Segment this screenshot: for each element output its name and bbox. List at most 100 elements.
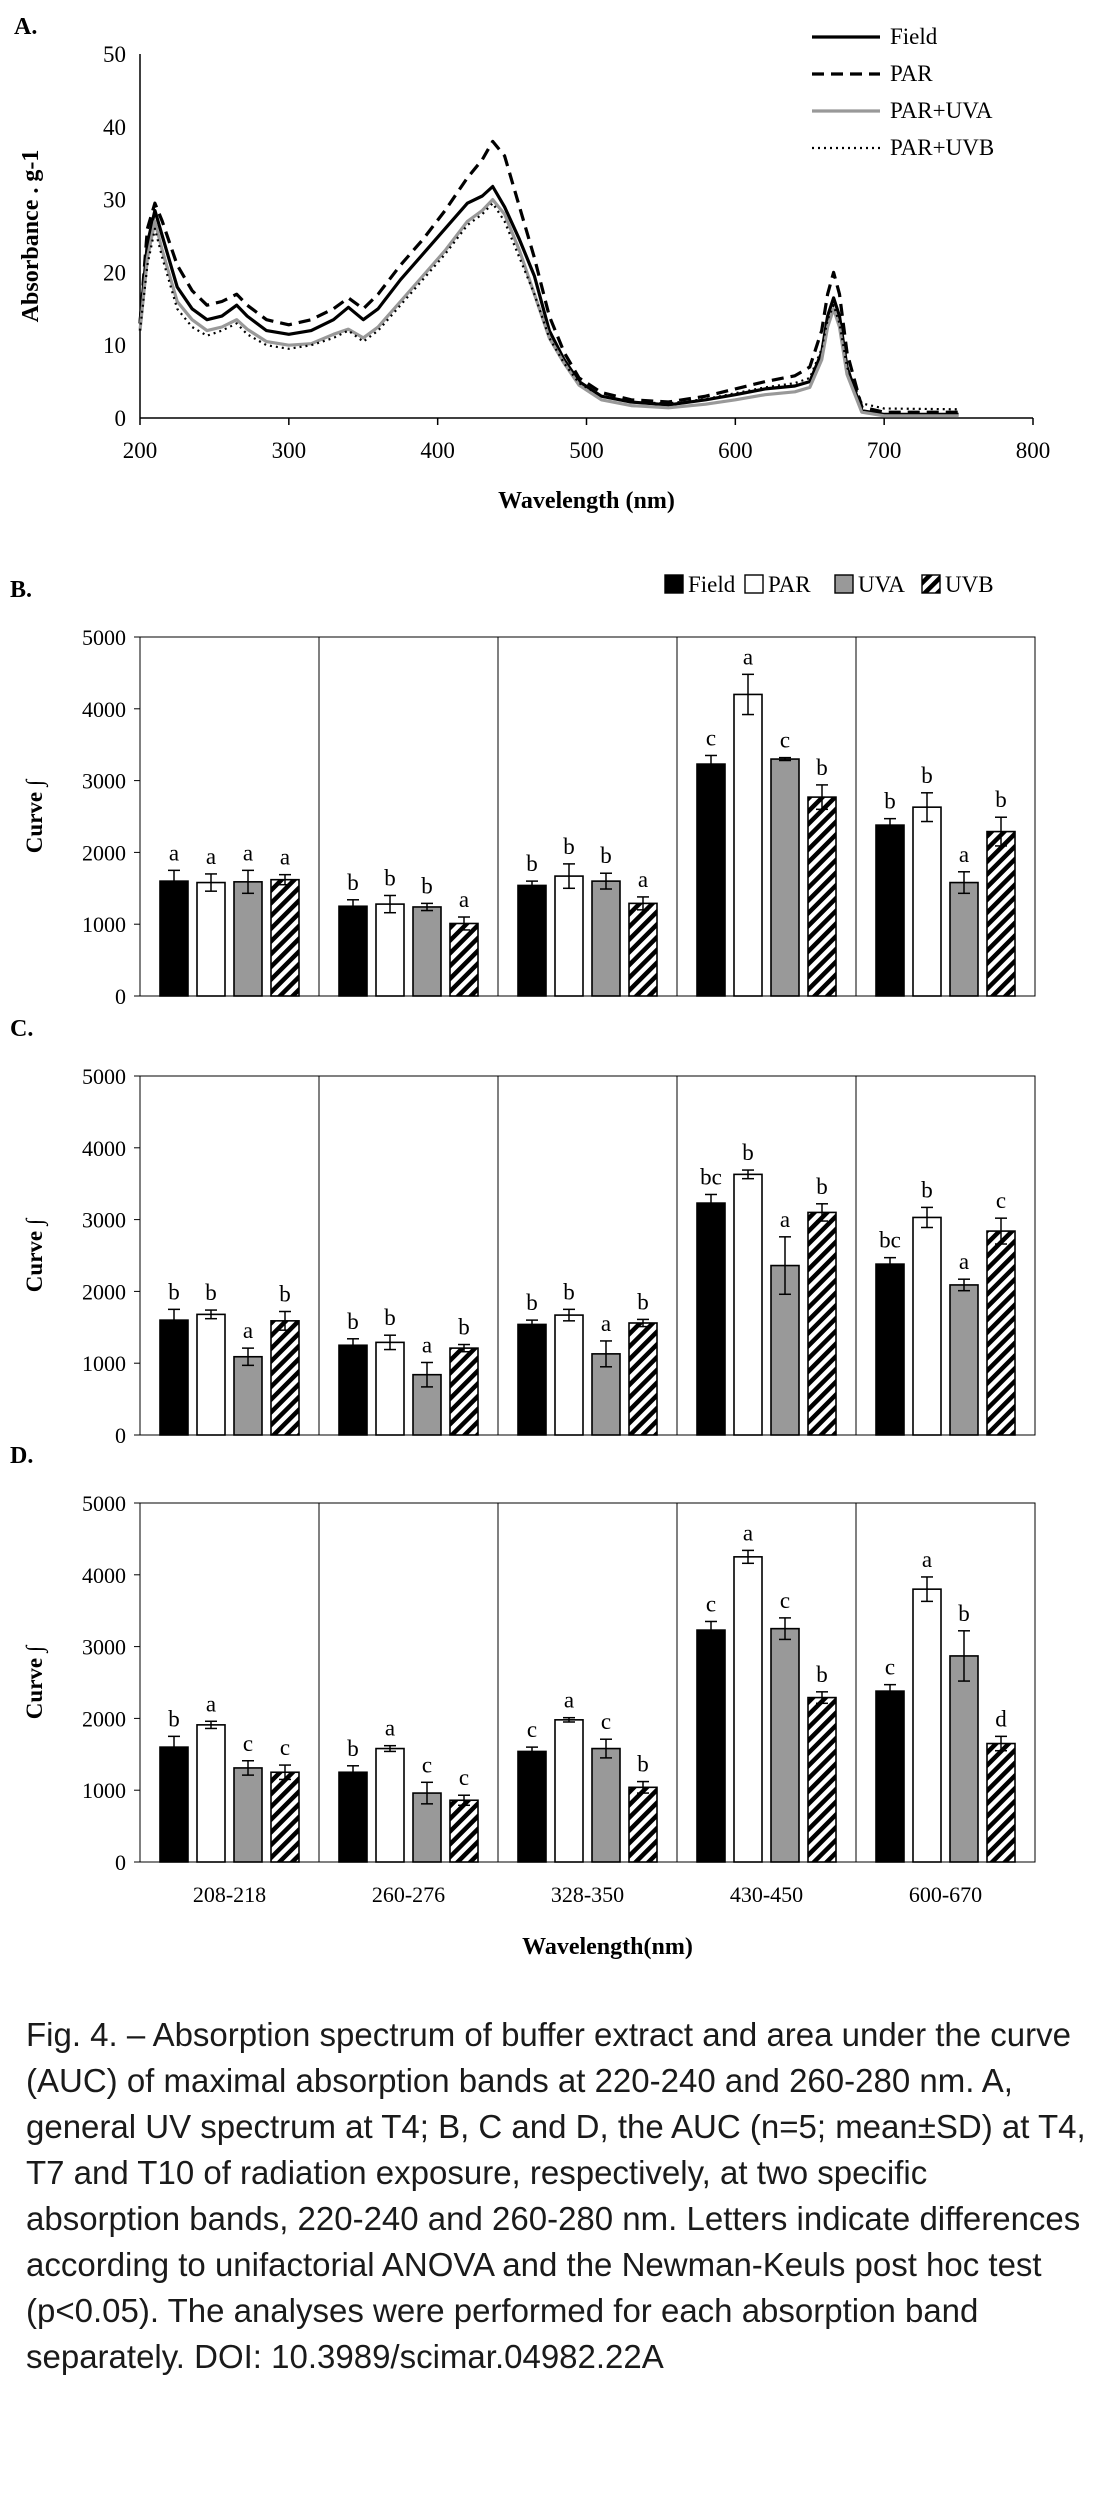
bar-par — [912, 1216, 942, 1436]
y-tick-label: 4000 — [82, 1136, 126, 1161]
bar-uva — [770, 758, 800, 997]
x-tick-label: 328-350 — [551, 1882, 624, 1907]
significance-letter: a — [206, 844, 216, 869]
bar-uva — [949, 1284, 979, 1436]
plot-frame — [139, 1502, 1036, 1863]
significance-letter: b — [279, 1282, 291, 1307]
bar-field — [517, 1750, 547, 1863]
y-axis-label: Curve ∫ — [22, 1644, 49, 1719]
y-tick-label: 20 — [103, 260, 126, 285]
y-tick-label: 0 — [115, 1850, 126, 1875]
bar-par — [912, 1588, 942, 1863]
y-tick-label: 10 — [103, 333, 126, 358]
x-tick-label: 800 — [1016, 438, 1051, 463]
series-line-par — [138, 139, 959, 414]
bar-par — [375, 1747, 405, 1863]
significance-letter: b — [563, 834, 575, 859]
bar-uvb — [270, 1771, 300, 1863]
significance-letter: a — [743, 1520, 753, 1545]
significance-letter: b — [563, 1279, 575, 1304]
significance-letter: a — [280, 845, 290, 870]
panel-label: C. — [10, 1016, 33, 1042]
significance-letter: c — [996, 1188, 1006, 1213]
bar-field — [517, 1323, 547, 1436]
bar-uva — [949, 1655, 979, 1863]
y-tick-label: 1000 — [82, 1778, 126, 1803]
significance-letter: b — [168, 1706, 180, 1731]
x-tick-label: 260-276 — [372, 1882, 445, 1907]
bar-field — [159, 1746, 189, 1863]
significance-letter: b — [421, 873, 433, 898]
significance-letter: b — [995, 787, 1007, 812]
significance-letter: a — [564, 1688, 574, 1713]
bar-uva — [949, 881, 979, 997]
significance-letter: b — [526, 851, 538, 876]
bar-par — [196, 1724, 226, 1863]
significance-letter: c — [527, 1717, 537, 1742]
x-tick-label: 400 — [420, 438, 455, 463]
significance-letter: c — [780, 1588, 790, 1613]
y-tick-label: 40 — [103, 115, 126, 140]
legend-entry: PAR+UVA — [890, 98, 993, 123]
bar-field — [875, 824, 905, 997]
bar-field — [875, 1690, 905, 1863]
y-tick-label: 0 — [115, 1423, 126, 1448]
significance-letter: a — [206, 1691, 216, 1716]
legend-swatch — [921, 574, 941, 594]
significance-letter: a — [780, 1207, 790, 1232]
bar-uvb — [628, 1322, 658, 1436]
x-axis-label: Wavelength(nm) — [522, 1934, 693, 1960]
bar-field — [875, 1263, 905, 1436]
panel-a-line-chart: A. 0 10 20 30 40 50 200 300 400 500 600 700 800 Wavele… — [14, 14, 1050, 514]
bar-uvb — [449, 1347, 479, 1436]
significance-letter: b — [347, 1309, 359, 1334]
significance-letter: a — [169, 840, 179, 865]
bar-uvb — [449, 1799, 479, 1863]
significance-letter: bc — [700, 1164, 722, 1189]
y-axis-label: Absorbance . g-1 — [18, 150, 44, 323]
series-line-field — [138, 184, 959, 416]
bar-uva — [233, 1355, 263, 1436]
bar-uvb — [270, 1320, 300, 1436]
significance-letter: a — [243, 840, 253, 865]
y-tick-label: 5000 — [82, 625, 126, 650]
significance-letter: b — [816, 1662, 828, 1687]
significance-letter: b — [921, 1177, 933, 1202]
y-tick-label: 5000 — [82, 1064, 126, 1089]
legend-entry: Field — [688, 572, 736, 597]
significance-letter: c — [885, 1655, 895, 1680]
bar-field — [696, 1202, 726, 1436]
legend-entry: Field — [890, 24, 938, 49]
significance-letter: b — [347, 870, 359, 895]
figure-caption: Fig. 4. – Absorption spectrum of buffer … — [26, 2016, 1086, 2375]
significance-letter: b — [384, 865, 396, 890]
bar-par — [733, 1173, 763, 1436]
significance-letter: b — [637, 1289, 649, 1314]
bar-uvb — [628, 902, 658, 997]
significance-letter: b — [600, 843, 612, 868]
bar-uvb — [449, 922, 479, 997]
x-axis-label: Wavelength (nm) — [498, 488, 675, 514]
significance-letter: c — [780, 728, 790, 753]
bar-uva — [412, 906, 442, 997]
legend-swatch — [744, 574, 764, 594]
bar-par — [554, 1314, 584, 1436]
significance-letter: bc — [879, 1228, 901, 1253]
significance-letter: c — [706, 1591, 716, 1616]
bar-uva — [770, 1627, 800, 1863]
bar-uvb — [807, 1696, 837, 1863]
bar-field — [338, 1344, 368, 1436]
x-tick-label: 600 — [718, 438, 753, 463]
significance-letter: b — [816, 1174, 828, 1199]
significance-letter: a — [922, 1547, 932, 1572]
y-tick-label: 2000 — [82, 840, 126, 865]
significance-letter: a — [638, 867, 648, 892]
bar-uvb — [986, 830, 1016, 997]
bar-uvb — [270, 878, 300, 997]
legend-entry: PAR — [890, 61, 933, 86]
x-tick-label: 208-218 — [193, 1882, 266, 1907]
significance-letter: a — [959, 842, 969, 867]
x-tick-label: 430-450 — [730, 1882, 803, 1907]
significance-letter: d — [995, 1706, 1007, 1731]
